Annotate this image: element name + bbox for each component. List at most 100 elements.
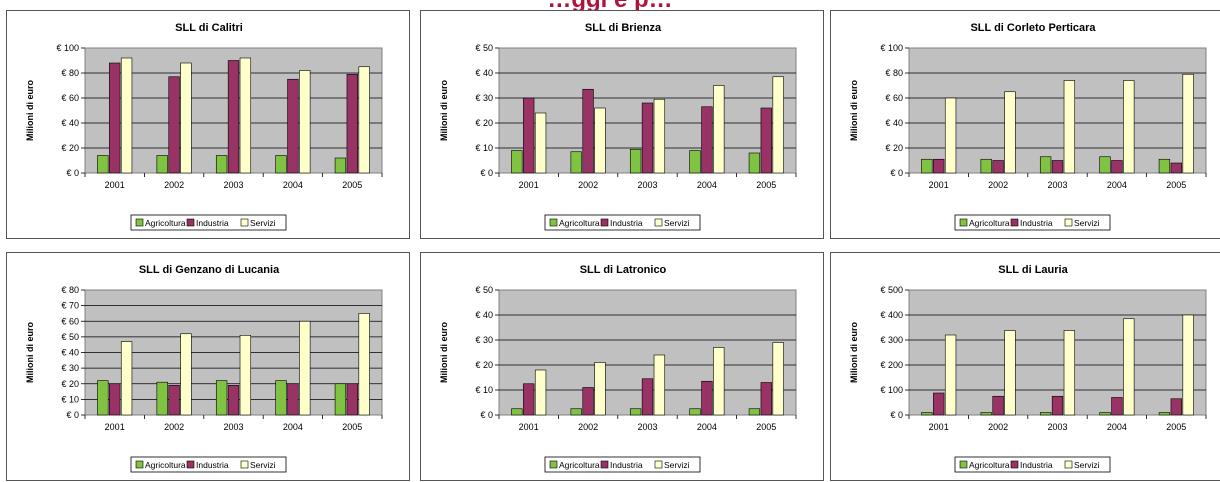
bar-servizi	[1004, 91, 1016, 174]
legend-swatch	[186, 218, 195, 227]
y-tick-label: € 50	[475, 285, 493, 295]
legend-label: Industria	[196, 218, 229, 228]
y-tick-label: € 80	[61, 285, 79, 295]
y-tick-label: € 0	[480, 410, 493, 420]
legend: Agricoltura Industria Servizi	[544, 456, 701, 473]
plot-area	[908, 289, 1207, 416]
chart-title: SLL di Calitri	[175, 22, 243, 34]
bar-agricoltura	[215, 155, 228, 174]
bar-industria	[109, 383, 121, 416]
bar-industria	[1111, 397, 1123, 416]
bar-servizi	[239, 57, 252, 174]
y-tick-label: € 100	[56, 43, 79, 53]
bar-agricoltura	[570, 151, 582, 174]
y-axis-label: Milioni di euro	[25, 80, 35, 141]
bar-servizi	[713, 347, 725, 416]
legend: Agricoltura Industria Servizi	[954, 214, 1111, 231]
x-tick-label: 2003	[1047, 180, 1067, 190]
bar-servizi	[180, 62, 192, 174]
y-axis-label: Milioni di euro	[439, 322, 449, 383]
bar-agricoltura	[275, 155, 287, 174]
chart-svg: SLL di Corleto Perticara € 0 € 20 € 40 € 60 €…	[849, 22, 1207, 231]
legend-swatch	[600, 460, 609, 469]
x-tick-label: 2001	[929, 422, 949, 432]
y-tick-label: € 40	[885, 118, 903, 128]
bar-servizi	[120, 57, 133, 174]
y-tick-label: € 60	[885, 93, 903, 103]
bar-industria	[701, 106, 713, 174]
y-tick-label: € 20	[61, 379, 79, 389]
x-tick-label: 2001	[519, 422, 539, 432]
bar-servizi	[594, 107, 606, 174]
legend-swatch	[654, 218, 663, 227]
chart-title: SLL di Genzano di Lucania	[139, 264, 280, 276]
bar-industria	[760, 382, 772, 416]
legend-label: Servizi	[250, 460, 276, 470]
chart-title: SLL di Brienza	[585, 22, 662, 34]
y-axis-label: Milioni di euro	[439, 80, 449, 141]
x-tick-label: 2001	[105, 180, 125, 190]
bar-agricoltura	[629, 148, 642, 174]
legend-swatch	[135, 218, 144, 227]
y-tick-label: € 10	[61, 394, 79, 404]
bar-agricoltura	[748, 408, 761, 416]
bar-industria	[109, 62, 121, 174]
bar-industria	[346, 383, 358, 416]
bar-servizi	[1004, 330, 1016, 416]
x-tick-label: 2002	[988, 422, 1008, 432]
bar-agricoltura	[156, 155, 168, 174]
chart-title: SLL di Latronico	[580, 264, 667, 276]
bar-industria	[992, 395, 1004, 416]
bar-industria	[933, 392, 945, 416]
bar-servizi	[358, 313, 370, 416]
legend-label: Agricoltura	[969, 218, 1010, 228]
y-axis-label: Milioni di euro	[25, 322, 35, 383]
bar-servizi	[1063, 80, 1076, 174]
chart-svg: SLL di Calitri € 0 € 20 € 40 € 60 € 80 € 100 Mi…	[25, 22, 383, 231]
y-tick-label: € 40	[61, 118, 79, 128]
x-tick-label: 2004	[697, 422, 717, 432]
plot-area	[908, 47, 1207, 174]
legend: Agricoltura Industria Servizi	[130, 456, 287, 473]
bar-agricoltura	[748, 152, 761, 174]
bar-industria	[168, 385, 180, 416]
x-tick-label: 2004	[283, 180, 303, 190]
x-tick-label: 2004	[283, 422, 303, 432]
y-tick-label: € 50	[475, 43, 493, 53]
legend-swatch	[959, 460, 968, 469]
bar-servizi	[120, 341, 133, 416]
y-tick-label: € 60	[61, 93, 79, 103]
bar-agricoltura	[334, 383, 347, 416]
bar-industria	[523, 97, 535, 174]
y-tick-label: € 10	[475, 385, 493, 395]
y-tick-label: € 40	[61, 348, 79, 358]
legend-label: Agricoltura	[145, 218, 186, 228]
legend-swatch	[1010, 218, 1019, 227]
bar-servizi	[653, 354, 666, 416]
legend-label: Industria	[1020, 460, 1053, 470]
legend-swatch	[1010, 460, 1019, 469]
bar-servizi	[299, 70, 311, 174]
x-tick-label: 2005	[342, 422, 362, 432]
legend-swatch	[1064, 460, 1073, 469]
bar-agricoltura	[97, 380, 109, 416]
bar-agricoltura	[980, 158, 992, 174]
legend-swatch	[240, 218, 249, 227]
legend-swatch	[1064, 218, 1073, 227]
bar-agricoltura	[629, 408, 642, 416]
legend-swatch	[654, 460, 663, 469]
bar-industria	[287, 78, 299, 174]
bar-industria	[1170, 162, 1182, 174]
bar-industria	[1111, 160, 1123, 174]
bar-servizi	[944, 97, 957, 174]
y-tick-label: € 200	[880, 360, 903, 370]
x-tick-label: 2002	[578, 180, 598, 190]
y-tick-label: € 20	[475, 118, 493, 128]
chart-panel-brienza: SLL di Brienza € 0 € 10 € 20 € 30 € 40 € 50 Mil…	[420, 10, 824, 239]
legend-label: Industria	[610, 460, 643, 470]
bar-industria	[933, 158, 945, 174]
legend-label: Industria	[196, 460, 229, 470]
chart-panel-latronico: SLL di Latronico € 0 € 10 € 20 € 30 € 40 € 50 M…	[420, 252, 824, 481]
y-tick-label: € 80	[885, 68, 903, 78]
y-tick-label: € 20	[61, 143, 79, 153]
